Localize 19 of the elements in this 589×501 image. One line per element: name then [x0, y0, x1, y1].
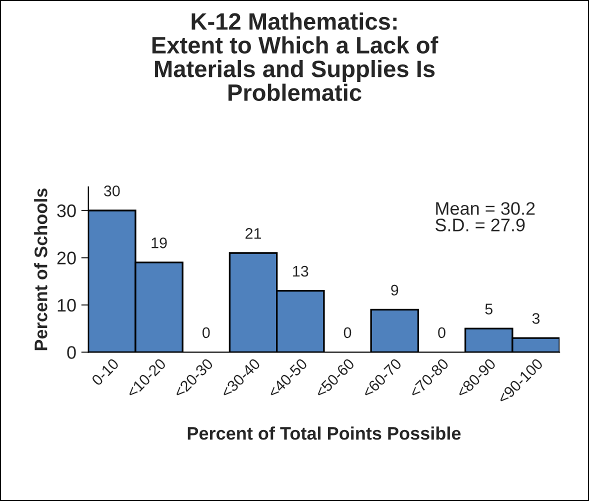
data-label: 0 — [344, 327, 352, 338]
data-label: 5 — [485, 304, 492, 314]
y-tick-label: 20 — [57, 252, 76, 264]
annotation: S.D. = 27.9 — [436, 218, 525, 232]
data-label: 0 — [438, 327, 446, 338]
data-label: 30 — [104, 186, 120, 196]
chart-title: K-12 Mathematics: Extent to Which a Lack of Materials and Supplies Is Problematic — [152, 12, 438, 102]
y-axis-title: Percent of Schools — [34, 188, 48, 350]
annotation: Mean = 30.2 — [436, 202, 535, 215]
data-label: 13 — [293, 266, 308, 277]
data-label: 9 — [391, 284, 398, 296]
data-label: 19 — [152, 238, 167, 248]
data-label: 0 — [202, 327, 210, 338]
y-tick-label: 30 — [57, 204, 76, 218]
data-label: 3 — [532, 313, 540, 324]
y-tick-label: 10 — [58, 298, 76, 312]
y-tick-label: 0 — [67, 346, 76, 359]
data-label: 21 — [246, 228, 262, 239]
x-axis-title: Percent of Total Points Possible — [188, 426, 461, 440]
